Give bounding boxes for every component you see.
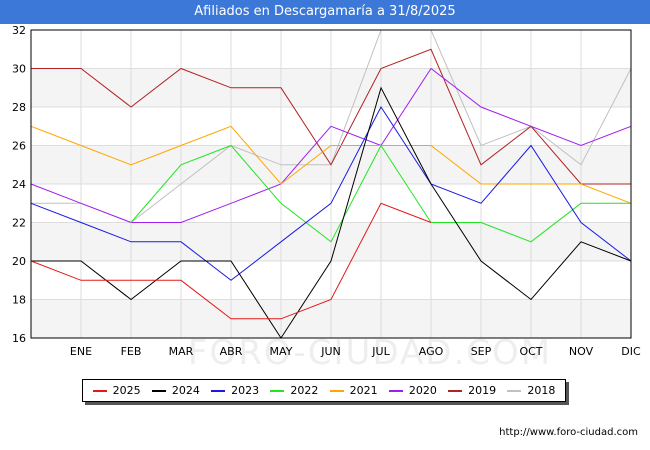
source-url: http://www.foro-ciudad.com	[499, 427, 638, 438]
legend-item-2023: 2023	[211, 384, 259, 397]
x-tick-label: FEB	[121, 345, 142, 358]
x-tick-label: ABR	[220, 345, 243, 358]
legend-label: 2020	[408, 384, 437, 397]
x-tick-label: ENE	[70, 345, 92, 358]
x-tick-label: NOV	[569, 345, 594, 358]
x-tick-label: MAY	[270, 345, 293, 358]
legend-item-2019: 2019	[448, 384, 496, 397]
watermark-text: FORO-CIUDAD.COM	[188, 333, 552, 373]
y-tick-label: 30	[12, 63, 26, 76]
x-tick-label: SEP	[471, 345, 492, 358]
legend-swatch	[92, 389, 107, 392]
series-line-2024	[31, 86, 632, 339]
legend-item-2024: 2024	[151, 384, 200, 397]
legend-item-2025: 2025	[92, 384, 141, 397]
x-axis-ticks: ENE FEB MAR ABR MAY JUN JUL AGO SEP OCT NOV DIC	[70, 345, 641, 358]
y-tick-label: 26	[12, 140, 26, 153]
x-tick-label: DIC	[621, 345, 641, 358]
y-axis-ticks: 16 18 20 22 24 26 28 30 32	[12, 24, 26, 345]
y-tick-label: 22	[12, 217, 26, 230]
series-lines	[30, 29, 632, 339]
y-tick-label: 20	[12, 255, 26, 268]
x-tick-label: JUL	[371, 345, 390, 358]
legend-item-2018: 2018	[507, 384, 555, 397]
series-line-2021	[30, 125, 632, 204]
y-tick-label: 18	[12, 294, 26, 307]
legend-label: 2024	[171, 384, 200, 397]
legend-label: 2022	[290, 384, 319, 397]
legend-swatch	[211, 389, 226, 392]
legend-label: 2021	[349, 384, 378, 397]
chart-legend: 2025 2024 2023 2022 2021 2020 2019 2018	[82, 379, 566, 402]
legend-swatch	[270, 389, 285, 392]
y-tick-label: 16	[12, 332, 26, 345]
x-tick-label: MAR	[169, 345, 194, 358]
x-tick-label: AGO	[419, 345, 444, 358]
x-tick-label: JUN	[320, 345, 341, 358]
legend-swatch	[151, 389, 166, 392]
chart-title: Afiliados en Descargamaría a 31/8/2025	[0, 0, 650, 24]
legend-swatch	[388, 389, 403, 392]
legend-item-2020: 2020	[388, 384, 437, 397]
y-tick-label: 32	[12, 24, 26, 37]
series-line-2023	[30, 106, 632, 281]
legend-swatch	[507, 389, 522, 392]
legend-label: 2019	[468, 384, 497, 397]
x-tick-label: OCT	[519, 345, 542, 358]
y-tick-label: 28	[12, 101, 26, 114]
legend-swatch	[329, 389, 344, 392]
series-line-2025	[30, 202, 432, 320]
legend-label: 2018	[527, 384, 556, 397]
legend-label: 2023	[231, 384, 260, 397]
plot-area-border	[30, 29, 632, 339]
legend-label: 2025	[112, 384, 141, 397]
legend-item-2022: 2022	[270, 384, 318, 397]
y-tick-label: 24	[12, 178, 26, 191]
series-line-2022	[130, 144, 631, 243]
legend-swatch	[448, 389, 463, 392]
legend-item-2021: 2021	[329, 384, 378, 397]
